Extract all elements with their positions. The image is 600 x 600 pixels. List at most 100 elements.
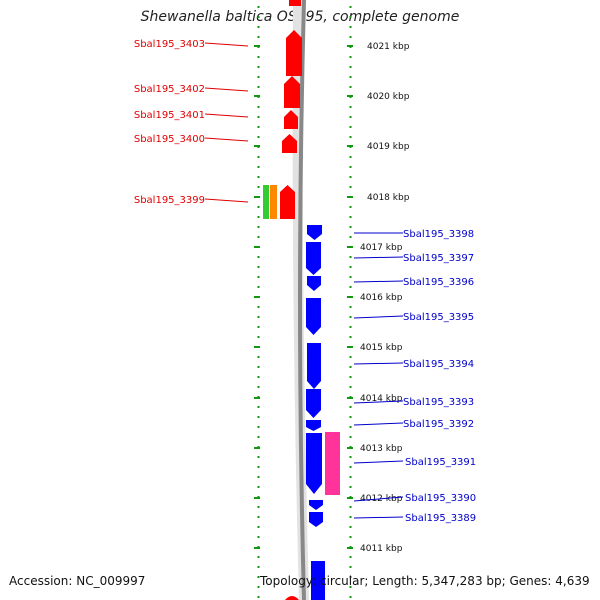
scale-label: 4018 kbp [367, 193, 410, 203]
major-tick [254, 296, 260, 298]
tick-dot [257, 176, 260, 178]
major-tick [254, 246, 260, 248]
tick-dot [257, 216, 260, 218]
tick-dot [349, 536, 352, 538]
tick-dot [349, 406, 352, 408]
gene-reverse [306, 433, 322, 494]
major-tick [254, 346, 260, 348]
tick-dot [349, 326, 352, 328]
gene-leader-line [204, 42, 249, 47]
tick-dot [257, 6, 260, 8]
tick-dot [349, 256, 352, 258]
tick-dot [349, 556, 352, 558]
tick-dot [349, 486, 352, 488]
tick-dot [349, 36, 352, 38]
tick-dot [349, 576, 352, 578]
major-tick [347, 296, 353, 298]
scale-label: 4017 kbp [360, 243, 403, 253]
tick-dot [349, 176, 352, 178]
gene-forward [282, 134, 297, 153]
gene-reverse [309, 500, 323, 510]
gene-label-right: Sbal195_3389 [405, 513, 476, 524]
tick-dot [349, 386, 352, 388]
tick-dot [257, 76, 260, 78]
gene-reverse [306, 242, 321, 275]
gene-reverse [309, 512, 323, 527]
gene-reverse [307, 276, 321, 291]
tick-dot [349, 356, 352, 358]
gene-leader-line [353, 280, 404, 283]
gene-leader-line [353, 422, 404, 426]
tick-dot [349, 26, 352, 28]
tick-dot [257, 36, 260, 38]
tick-dot [257, 516, 260, 518]
tick-dot [257, 596, 260, 598]
tick-dot [257, 406, 260, 408]
tick-dot [257, 586, 260, 588]
tick-dot [257, 126, 260, 128]
tick-dot [257, 186, 260, 188]
tick-dot [349, 206, 352, 208]
major-tick [347, 346, 353, 348]
gene-reverse [306, 389, 321, 418]
gene-reverse [307, 343, 321, 389]
tick-dot [349, 86, 352, 88]
scale-label: 4011 kbp [360, 544, 403, 554]
tick-dot [257, 576, 260, 578]
gene-reverse [306, 420, 321, 431]
major-tick [347, 45, 353, 47]
gene-fragment [311, 561, 325, 600]
tick-dot [257, 106, 260, 108]
major-tick [254, 45, 260, 47]
tick-dot [257, 26, 260, 28]
major-tick [347, 246, 353, 248]
tick-dot [349, 466, 352, 468]
tick-dot [257, 506, 260, 508]
gene-leader-line [353, 315, 404, 319]
tick-dot [257, 116, 260, 118]
genome-backbone [298, 0, 306, 600]
gene-leader-line [204, 137, 249, 142]
gene-leader-line [204, 87, 249, 92]
tick-dot [257, 16, 260, 18]
scale-label: 4013 kbp [360, 444, 403, 454]
tick-dot [257, 416, 260, 418]
tick-dot [257, 156, 260, 158]
tick-dot [349, 476, 352, 478]
gene-label-left: Sbal195_3399 [134, 195, 205, 206]
tick-dot [349, 596, 352, 598]
gene-forward [284, 110, 298, 129]
tick-dot [349, 456, 352, 458]
genome-summary-text: Topology: circular; Length: 5,347,283 bp… [260, 574, 590, 588]
tick-dot [257, 206, 260, 208]
gene-label-right: Sbal195_3397 [403, 253, 474, 264]
scale-label: 4014 kbp [360, 394, 403, 404]
gene-label-left: Sbal195_3402 [134, 84, 205, 95]
tick-dot [257, 466, 260, 468]
tick-dot [257, 436, 260, 438]
gene-orange [270, 185, 277, 219]
tick-dot [257, 316, 260, 318]
gene-leader-line [353, 256, 404, 259]
tick-dot [349, 56, 352, 58]
gene-leader-line [204, 198, 249, 203]
major-tick [254, 397, 260, 399]
tick-dot [257, 136, 260, 138]
gene-label-right: Sbal195_3398 [403, 229, 474, 240]
gene-label-right: Sbal195_3393 [403, 397, 474, 408]
tick-dot [349, 226, 352, 228]
tick-dot [257, 526, 260, 528]
tick-dot [349, 506, 352, 508]
tick-dot [257, 266, 260, 268]
tick-dot [349, 136, 352, 138]
scale-ticks [254, 6, 353, 598]
major-tick [254, 145, 260, 147]
gene-leader-line [353, 516, 404, 519]
tick-dot [257, 86, 260, 88]
scale-label: 4015 kbp [360, 343, 403, 353]
tick-dot [257, 356, 260, 358]
major-tick [347, 497, 353, 499]
tick-dot [257, 556, 260, 558]
scale-label: 4021 kbp [367, 42, 410, 52]
